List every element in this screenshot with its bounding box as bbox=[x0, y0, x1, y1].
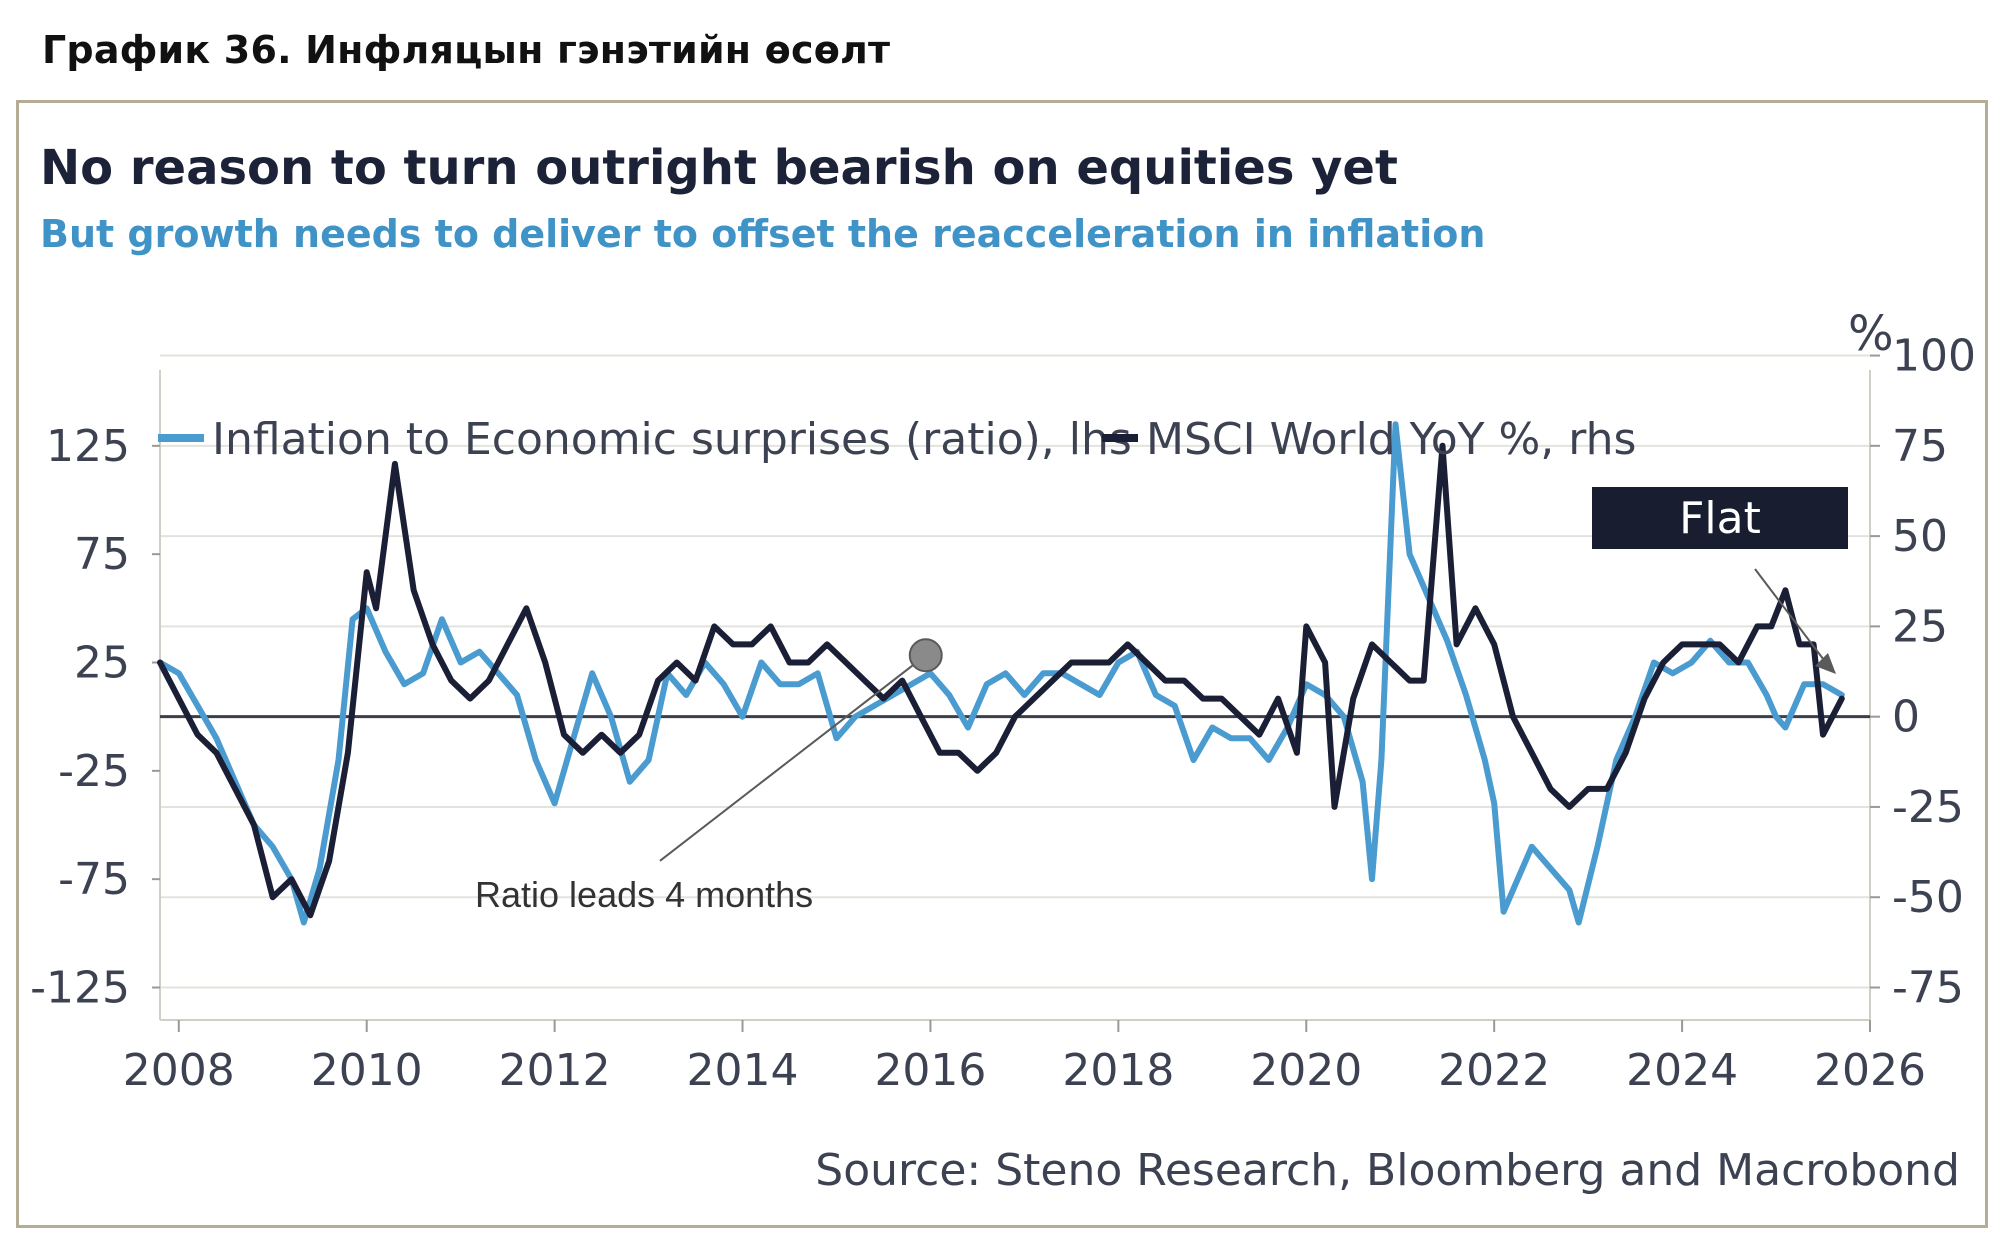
figure-caption: График 36. Инфляцын гэнэтийн өсөлт bbox=[42, 28, 891, 72]
flat-label-box bbox=[1592, 487, 1848, 549]
annotation-pointer-line bbox=[659, 654, 927, 862]
x-tick-label: 2008 bbox=[123, 1045, 235, 1096]
chart-title: No reason to turn outright bearish on eq… bbox=[40, 140, 1398, 196]
right-axis-ticks: 100 75 50 25 0 -25 -50 -75 bbox=[1870, 331, 1976, 1014]
legend-label-inflation-ratio: Inflation to Economic surprises (ratio),… bbox=[212, 414, 1132, 465]
x-tick-label: 2024 bbox=[1626, 1045, 1738, 1096]
series-lines bbox=[157, 421, 1845, 926]
x-tick-label: 2012 bbox=[499, 1045, 611, 1096]
right-tick-label: -75 bbox=[1892, 963, 1964, 1014]
left-tick-label: -125 bbox=[30, 963, 130, 1014]
left-axis-ticks: 125 75 25 -25 -75 -125 bbox=[30, 421, 160, 1014]
right-tick-label: 0 bbox=[1892, 692, 1920, 743]
x-tick-label: 2018 bbox=[1062, 1045, 1174, 1096]
lead-marker bbox=[908, 638, 943, 673]
left-tick-label: 75 bbox=[74, 529, 130, 580]
right-tick-label: -25 bbox=[1892, 782, 1964, 833]
x-axis-ticks: 2008 2010 2012 2014 2016 2018 2020 2022 2024 2026 bbox=[123, 1019, 1926, 1096]
x-tick-label: 2022 bbox=[1438, 1045, 1550, 1096]
x-tick-label: 2026 bbox=[1814, 1045, 1926, 1096]
annotations: Ratio leads 4 months Flat bbox=[475, 487, 1848, 915]
x-tick-label: 2016 bbox=[874, 1045, 986, 1096]
flat-arrow-line bbox=[1754, 568, 1831, 669]
right-axis-unit: % bbox=[1848, 306, 1894, 362]
series-line-inflation-ratio bbox=[157, 421, 1845, 926]
right-tick-label: 25 bbox=[1892, 601, 1948, 652]
left-tick-label: 125 bbox=[46, 421, 130, 472]
legend: Inflation to Economic surprises (ratio),… bbox=[158, 414, 1636, 465]
x-tick-label: 2014 bbox=[687, 1045, 799, 1096]
annotation-ratio-leads: Ratio leads 4 months bbox=[475, 874, 813, 915]
right-tick-label: 75 bbox=[1892, 421, 1948, 472]
x-tick-label: 2010 bbox=[311, 1045, 423, 1096]
left-tick-label: -25 bbox=[58, 746, 130, 797]
axes bbox=[159, 370, 1871, 1020]
x-tick-label: 2020 bbox=[1250, 1045, 1362, 1096]
flat-arrow-head bbox=[1815, 653, 1836, 674]
left-tick-label: -75 bbox=[58, 854, 130, 905]
series-line-msci-world bbox=[157, 442, 1845, 919]
right-tick-label: 50 bbox=[1892, 511, 1948, 562]
right-tick-label: -50 bbox=[1892, 872, 1964, 923]
chart-subtitle: But growth needs to deliver to offset th… bbox=[40, 212, 1486, 256]
left-tick-label: 25 bbox=[74, 638, 130, 689]
right-tick-label: 100 bbox=[1892, 331, 1976, 382]
flat-label-text: Flat bbox=[1679, 493, 1761, 544]
legend-label-msci-world: MSCI World YoY %, rhs bbox=[1146, 414, 1636, 465]
source-note: Source: Steno Research, Bloomberg and Ma… bbox=[815, 1145, 1960, 1196]
